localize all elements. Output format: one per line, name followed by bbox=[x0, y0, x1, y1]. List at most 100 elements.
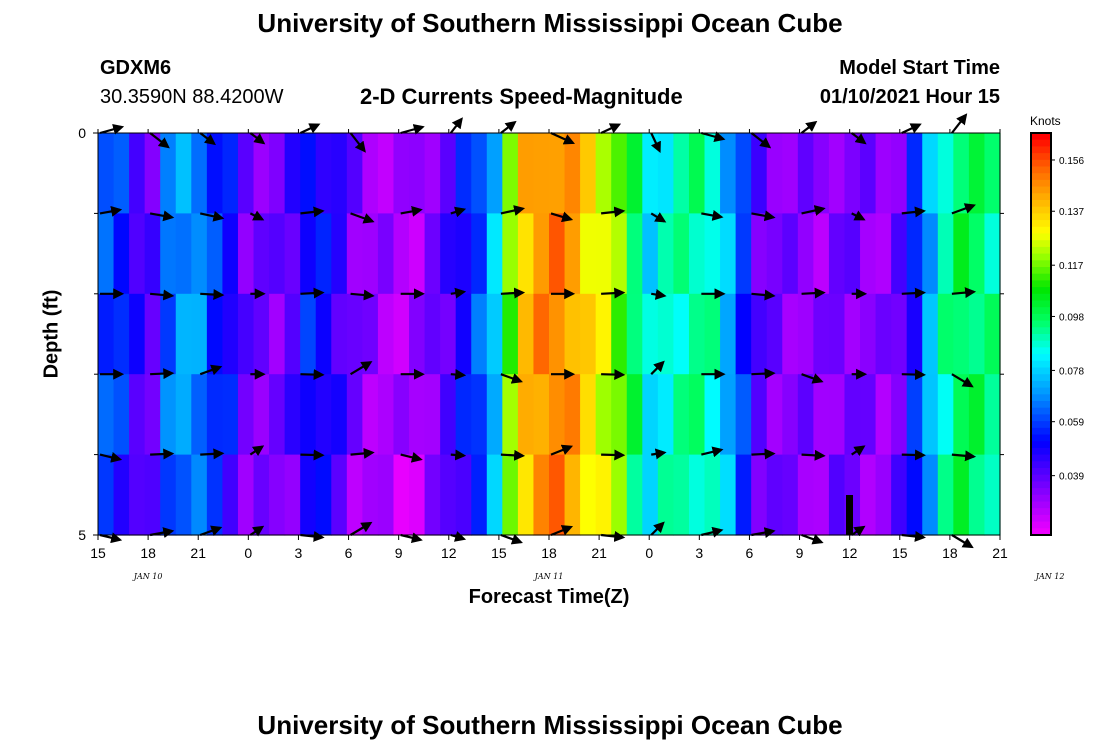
heatmap-cell bbox=[160, 133, 177, 214]
heatmap-cell bbox=[844, 213, 861, 295]
station-id: GDXM6 bbox=[100, 57, 172, 79]
colorbar-tick-label: 0.098 bbox=[1059, 312, 1084, 323]
colorbar-segment bbox=[1031, 414, 1051, 422]
colorbar-segment bbox=[1031, 508, 1051, 516]
heatmap-cell bbox=[144, 293, 161, 375]
colorbar-segment bbox=[1031, 521, 1051, 529]
current-vector bbox=[500, 120, 517, 134]
heatmap-cell bbox=[860, 374, 877, 456]
current-vector bbox=[99, 205, 123, 217]
heatmap-cell bbox=[673, 213, 690, 295]
heatmap-cell bbox=[393, 454, 410, 536]
current-vector bbox=[601, 287, 626, 299]
heatmap-cell bbox=[611, 374, 628, 456]
heatmap-cell bbox=[269, 133, 286, 214]
heatmap-cell bbox=[362, 374, 379, 456]
heatmap-cell bbox=[564, 374, 581, 456]
heatmap-cell bbox=[346, 454, 363, 536]
heatmap-cell bbox=[315, 454, 332, 536]
heatmap-cell bbox=[533, 374, 550, 456]
colorbar-segment bbox=[1031, 474, 1051, 482]
current-vector bbox=[801, 205, 826, 216]
heatmap-cell bbox=[626, 454, 643, 536]
heatmap-cell bbox=[237, 374, 255, 456]
heatmap-cell bbox=[502, 133, 519, 214]
x-tick-label: 12 bbox=[842, 545, 858, 561]
x-tick-label: 18 bbox=[541, 545, 557, 561]
heatmap-cell bbox=[455, 293, 472, 375]
heatmap-cell bbox=[206, 293, 224, 375]
heatmap-cell bbox=[129, 374, 146, 456]
current-vector bbox=[199, 132, 216, 146]
heatmap-cell bbox=[486, 374, 503, 456]
heatmap-cell bbox=[253, 133, 270, 214]
colorbar-segment bbox=[1031, 394, 1051, 402]
current-vector bbox=[701, 526, 724, 538]
colorbar-segment bbox=[1031, 273, 1051, 281]
heatmap-cell bbox=[813, 454, 830, 536]
heatmap-cell bbox=[129, 213, 146, 295]
heatmap-cell bbox=[688, 133, 706, 214]
colorbar-segment bbox=[1031, 481, 1051, 489]
heatmap-cell bbox=[720, 454, 737, 536]
heatmap-cell bbox=[409, 293, 426, 375]
current-vector bbox=[801, 533, 824, 545]
heatmap-cell bbox=[393, 293, 410, 375]
colorbar-segment bbox=[1031, 334, 1051, 342]
heatmap-cell bbox=[517, 213, 535, 295]
x-tick-label: 6 bbox=[345, 545, 353, 561]
heatmap-cell bbox=[813, 133, 830, 214]
current-vector bbox=[300, 449, 325, 461]
heatmap-cell bbox=[346, 293, 363, 375]
heatmap-cell bbox=[984, 454, 1001, 536]
heatmap-cell bbox=[269, 454, 286, 536]
heatmap-cell bbox=[626, 133, 643, 214]
heatmap-cell bbox=[673, 374, 690, 456]
heatmap-cell bbox=[953, 133, 970, 214]
plot-title: 2-D Currents Speed-Magnitude bbox=[360, 84, 683, 109]
heatmap-cell bbox=[237, 133, 255, 214]
current-vector bbox=[199, 210, 225, 222]
heatmap-cell bbox=[657, 133, 675, 214]
colorbar-segment bbox=[1031, 200, 1051, 208]
current-vector bbox=[951, 113, 968, 134]
heatmap-cell bbox=[844, 293, 861, 375]
current-vector bbox=[300, 530, 325, 542]
x-tick-label: 18 bbox=[140, 545, 156, 561]
x-tick-label: 0 bbox=[645, 545, 653, 561]
heatmap-cell bbox=[424, 374, 441, 456]
heatmap-cell bbox=[160, 213, 177, 295]
current-vector bbox=[300, 287, 325, 299]
heatmap-cell bbox=[377, 133, 395, 214]
colorbar-segment bbox=[1031, 407, 1051, 415]
heatmap-cell bbox=[471, 374, 488, 456]
heatmap-cell bbox=[673, 133, 690, 214]
heatmap-cell bbox=[377, 293, 395, 375]
current-vector bbox=[500, 205, 526, 216]
heatmap-cell bbox=[549, 213, 566, 295]
heatmap-cell bbox=[237, 293, 255, 375]
heatmap-cell bbox=[968, 454, 986, 536]
current-vector bbox=[600, 530, 626, 542]
heatmap-cell bbox=[300, 374, 317, 456]
heatmap-cell bbox=[782, 293, 799, 375]
heatmap-cell bbox=[766, 293, 783, 375]
heatmap-cell bbox=[782, 213, 799, 295]
heatmap-cell bbox=[906, 374, 923, 456]
heatmap-cell bbox=[580, 374, 597, 456]
heatmap-cell bbox=[984, 374, 1001, 456]
current-vector bbox=[801, 373, 824, 384]
x-tick-label: 9 bbox=[395, 545, 403, 561]
x-day-label: JAN 12 bbox=[1034, 572, 1065, 581]
colorbar-segment bbox=[1031, 454, 1051, 462]
current-vector bbox=[901, 287, 926, 299]
heatmap-cell bbox=[502, 293, 519, 375]
x-tick-label: 3 bbox=[295, 545, 303, 561]
heatmap-cell bbox=[113, 293, 130, 375]
current-vector bbox=[500, 533, 523, 545]
heatmap-cell bbox=[331, 374, 348, 456]
heatmap-cell bbox=[813, 293, 830, 375]
heatmap-cell bbox=[657, 293, 675, 375]
heatmap-cell bbox=[160, 454, 177, 536]
heatmap-cell bbox=[860, 133, 877, 214]
